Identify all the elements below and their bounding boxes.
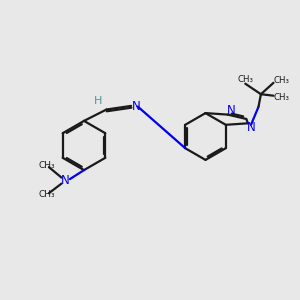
Text: N: N [61, 174, 70, 187]
Text: CH₃: CH₃ [274, 93, 290, 102]
Text: CH₃: CH₃ [274, 76, 290, 85]
Text: N: N [247, 121, 256, 134]
Text: N: N [227, 104, 236, 117]
Text: CH₃: CH₃ [39, 190, 56, 199]
Text: H: H [94, 96, 102, 106]
Text: N: N [132, 100, 141, 113]
Text: CH₃: CH₃ [39, 161, 56, 170]
Text: CH₃: CH₃ [237, 75, 253, 84]
